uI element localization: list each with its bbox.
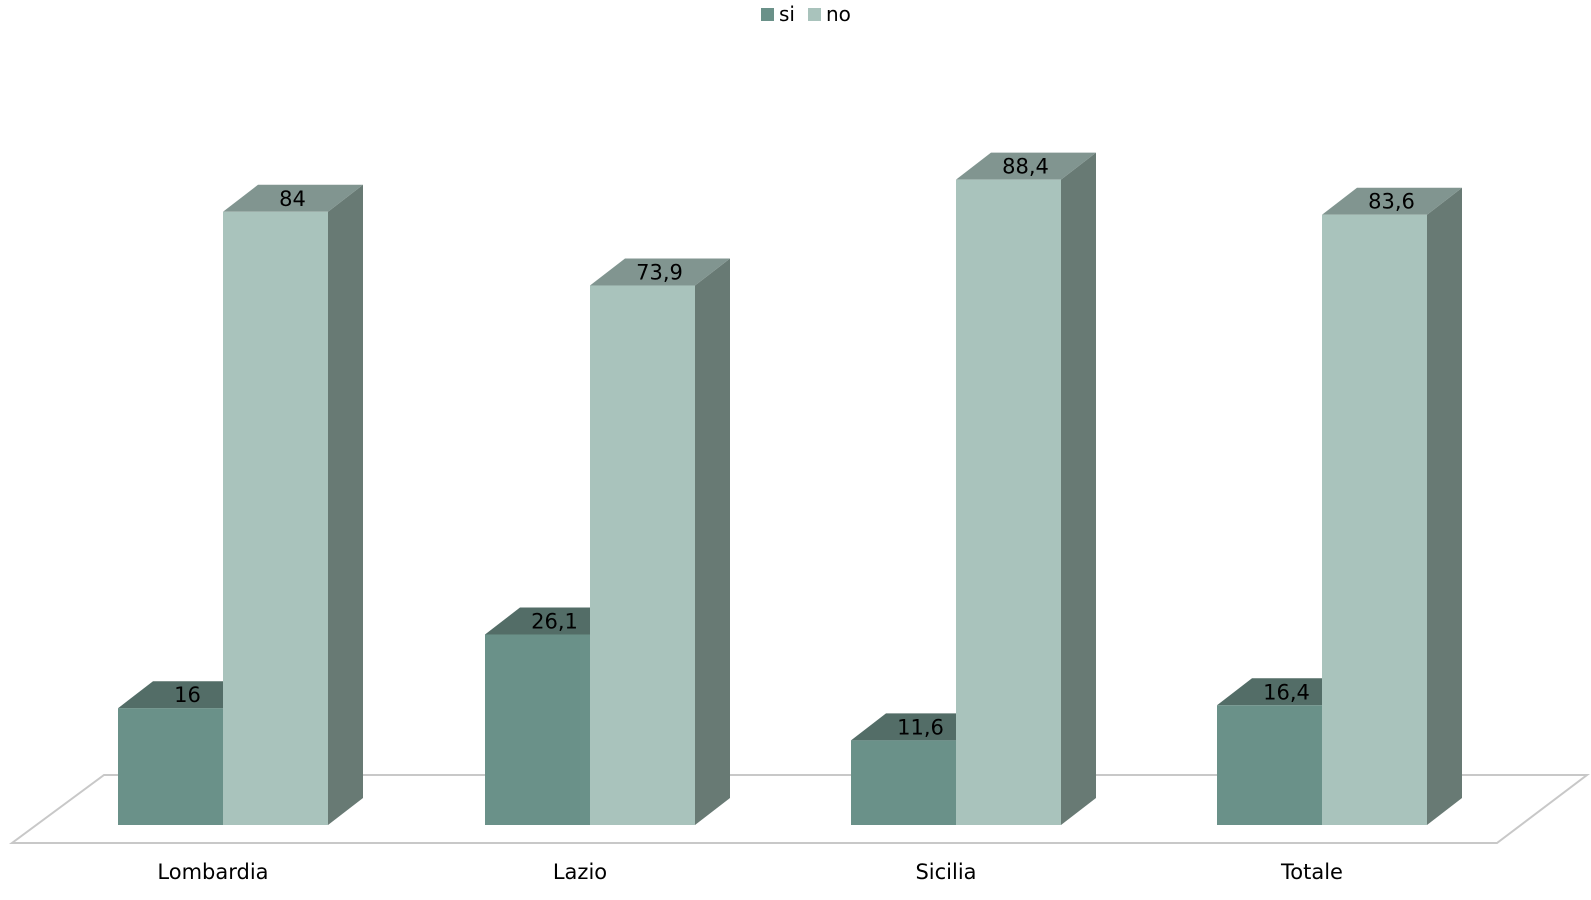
bar-no-lombardia (223, 184, 363, 826)
legend-item-no: no (808, 2, 851, 26)
data-label-si-totale: 16,4 (1263, 680, 1310, 704)
category-label-lombardia: Lombardia (157, 860, 268, 884)
bar-no-totale (1322, 187, 1462, 826)
floor-plane (8, 774, 1590, 844)
bar-front-face (118, 708, 223, 825)
bar-front-face (590, 285, 695, 825)
category-axis-labels: Lombardia Lazio Sicilia Totale (157, 860, 1343, 884)
legend-swatch-no (808, 8, 821, 21)
bar-front-face (956, 179, 1061, 825)
legend: si no (761, 2, 851, 26)
category-label-sicilia: Sicilia (915, 860, 976, 884)
bar-top-face (1322, 187, 1462, 215)
bar-side-face (695, 258, 730, 825)
chart-floor (8, 774, 1590, 844)
data-label-no-sicilia: 88,4 (1002, 155, 1049, 179)
bar-front-face (1217, 705, 1322, 825)
bar-front-face (485, 634, 590, 825)
data-label-no-totale: 83,6 (1368, 190, 1415, 214)
legend-label-no: no (826, 2, 851, 26)
data-label-si-lombardia: 16 (174, 683, 201, 707)
data-label-no-lombardia: 84 (279, 187, 306, 211)
legend-item-si: si (761, 2, 795, 26)
data-labels: 16 84 26,1 73,9 11,6 88,4 16,4 83,6 (174, 155, 1415, 740)
legend-swatch-si (761, 8, 774, 21)
bar-front-face (851, 740, 956, 825)
bar-no-lazio (590, 258, 730, 825)
bar-side-face (328, 184, 363, 826)
category-label-lazio: Lazio (553, 860, 607, 884)
legend-label-si: si (779, 2, 795, 26)
bar-top-face (223, 184, 363, 212)
bar-front-face (223, 211, 328, 826)
category-label-totale: Totale (1280, 860, 1343, 884)
data-label-si-sicilia: 11,6 (897, 715, 944, 739)
data-label-no-lazio: 73,9 (636, 261, 683, 285)
bar-front-face (1322, 214, 1427, 826)
bar-side-face (1061, 152, 1096, 825)
bar-side-face (1427, 187, 1462, 826)
bar-no-sicilia (956, 152, 1096, 825)
data-label-si-lazio: 26,1 (531, 609, 578, 633)
bar-top-face (590, 258, 730, 286)
bar-top-face (956, 152, 1096, 180)
bars-layer (118, 152, 1462, 826)
